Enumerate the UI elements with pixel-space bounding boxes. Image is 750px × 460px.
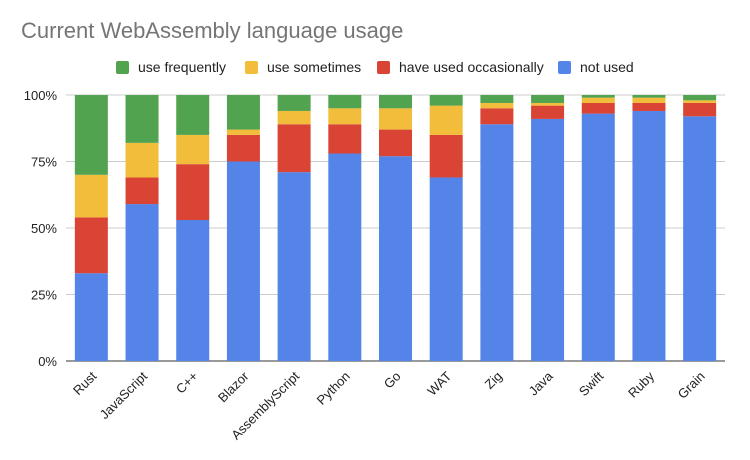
bar-segment-have-used-occasionally <box>125 177 159 205</box>
legend-label-use-sometimes: use sometimes <box>267 59 362 75</box>
bar-segment-use-sometimes <box>480 102 514 109</box>
bar-segment-use-sometimes <box>379 108 412 130</box>
legend-item-use-frequently[interactable]: use frequently <box>116 57 226 77</box>
bar-segment-use-frequently <box>379 95 412 109</box>
bar-segment-use-frequently <box>277 95 311 111</box>
bar-segment-use-sometimes <box>277 110 311 125</box>
y-tick-label: 25% <box>31 288 57 303</box>
bar-segment-not-used <box>125 204 159 361</box>
bar-segment-use-sometimes <box>581 97 615 103</box>
bar-segment-not-used <box>632 110 666 362</box>
y-tick-label: 50% <box>31 221 57 236</box>
bar-segment-have-used-occasionally <box>683 102 717 117</box>
bar-segment-use-frequently <box>581 95 615 98</box>
bar-segment-use-sometimes <box>429 105 463 135</box>
bar-segment-have-used-occasionally <box>226 134 260 162</box>
y-tick-label: 100% <box>24 88 58 103</box>
bar-segment-use-frequently <box>328 95 362 109</box>
bar-segment-use-sometimes <box>632 97 666 103</box>
bar-segment-use-frequently <box>632 95 666 98</box>
x-tick-label: Java <box>526 368 557 399</box>
x-tick-label: WAT <box>424 368 454 398</box>
bar-segment-use-frequently <box>429 95 463 106</box>
bar-segment-have-used-occasionally <box>328 124 362 154</box>
bar-segment-have-used-occasionally <box>74 217 108 274</box>
y-tick-label: 75% <box>31 155 57 170</box>
bar-segment-use-frequently <box>226 95 260 130</box>
legend-item-not-used[interactable]: not used <box>558 57 634 77</box>
bar-segment-use-frequently <box>531 95 565 103</box>
bar-segment-not-used <box>277 172 311 361</box>
x-tick-label: JavaScript <box>97 368 151 422</box>
bar-segment-not-used <box>226 161 260 361</box>
x-tick-label: Rust <box>70 368 100 398</box>
x-tick-label: Python <box>314 369 353 408</box>
bar-segment-not-used <box>531 118 565 361</box>
bar-segment-have-used-occasionally <box>176 164 210 221</box>
x-tick-label: Ruby <box>625 368 657 400</box>
chart-title: Current WebAssembly language usage <box>21 18 404 43</box>
legend-swatch-have-used-occasionally <box>377 60 390 74</box>
bar-segment-have-used-occasionally <box>480 108 514 125</box>
bar-segment-have-used-occasionally <box>429 134 463 178</box>
bar-segment-use-sometimes <box>74 174 108 218</box>
bar-segment-have-used-occasionally <box>379 129 412 157</box>
bar-segment-use-sometimes <box>328 108 362 125</box>
bar-segment-not-used <box>581 113 615 362</box>
legend-label-use-frequently: use frequently <box>138 59 226 75</box>
x-tick-label: Swift <box>576 368 607 399</box>
legend-swatch-use-sometimes <box>245 60 258 74</box>
bar-segment-not-used <box>74 273 108 361</box>
bar-segment-use-frequently <box>125 95 159 143</box>
x-tick-label: Go <box>381 369 404 392</box>
legend-label-have-used-occasionally: have used occasionally <box>399 59 544 75</box>
bar-segment-not-used <box>429 177 463 361</box>
x-tick-label: Zig <box>482 369 505 392</box>
bar-segment-have-used-occasionally <box>531 105 565 119</box>
y-tick-label: 0% <box>38 354 57 369</box>
bar-segment-have-used-occasionally <box>632 102 666 111</box>
legend-label-not-used: not used <box>580 59 634 75</box>
legend-swatch-not-used <box>558 60 571 74</box>
x-tick-label: C++ <box>173 369 201 397</box>
bar-segment-not-used <box>176 220 210 361</box>
bar-segment-not-used <box>683 116 717 361</box>
x-tick-label: Grain <box>675 369 708 402</box>
bar-segment-use-frequently <box>176 95 210 135</box>
bar-segment-have-used-occasionally <box>277 124 311 173</box>
bar-segment-use-sometimes <box>531 102 565 106</box>
legend-item-use-sometimes[interactable]: use sometimes <box>245 57 361 77</box>
x-tick-label: Blazor <box>215 368 252 405</box>
bar-segment-use-frequently <box>74 95 108 175</box>
bar-segment-use-sometimes <box>683 100 717 103</box>
bar-segment-use-frequently <box>683 95 717 101</box>
bar-segment-use-frequently <box>480 95 514 103</box>
bar-segment-have-used-occasionally <box>581 102 615 114</box>
legend-item-have-used-occasionally[interactable]: have used occasionally <box>377 57 544 77</box>
bar-segment-not-used <box>379 156 412 361</box>
bar-segment-use-sometimes <box>176 134 210 165</box>
bar-segment-use-sometimes <box>226 129 260 135</box>
legend-swatch-use-frequently <box>116 60 129 74</box>
bar-segment-not-used <box>328 153 362 361</box>
legend: use frequently use sometimes have used o… <box>0 57 750 77</box>
bar-segment-not-used <box>480 124 514 361</box>
bar-segment-use-sometimes <box>125 142 159 178</box>
